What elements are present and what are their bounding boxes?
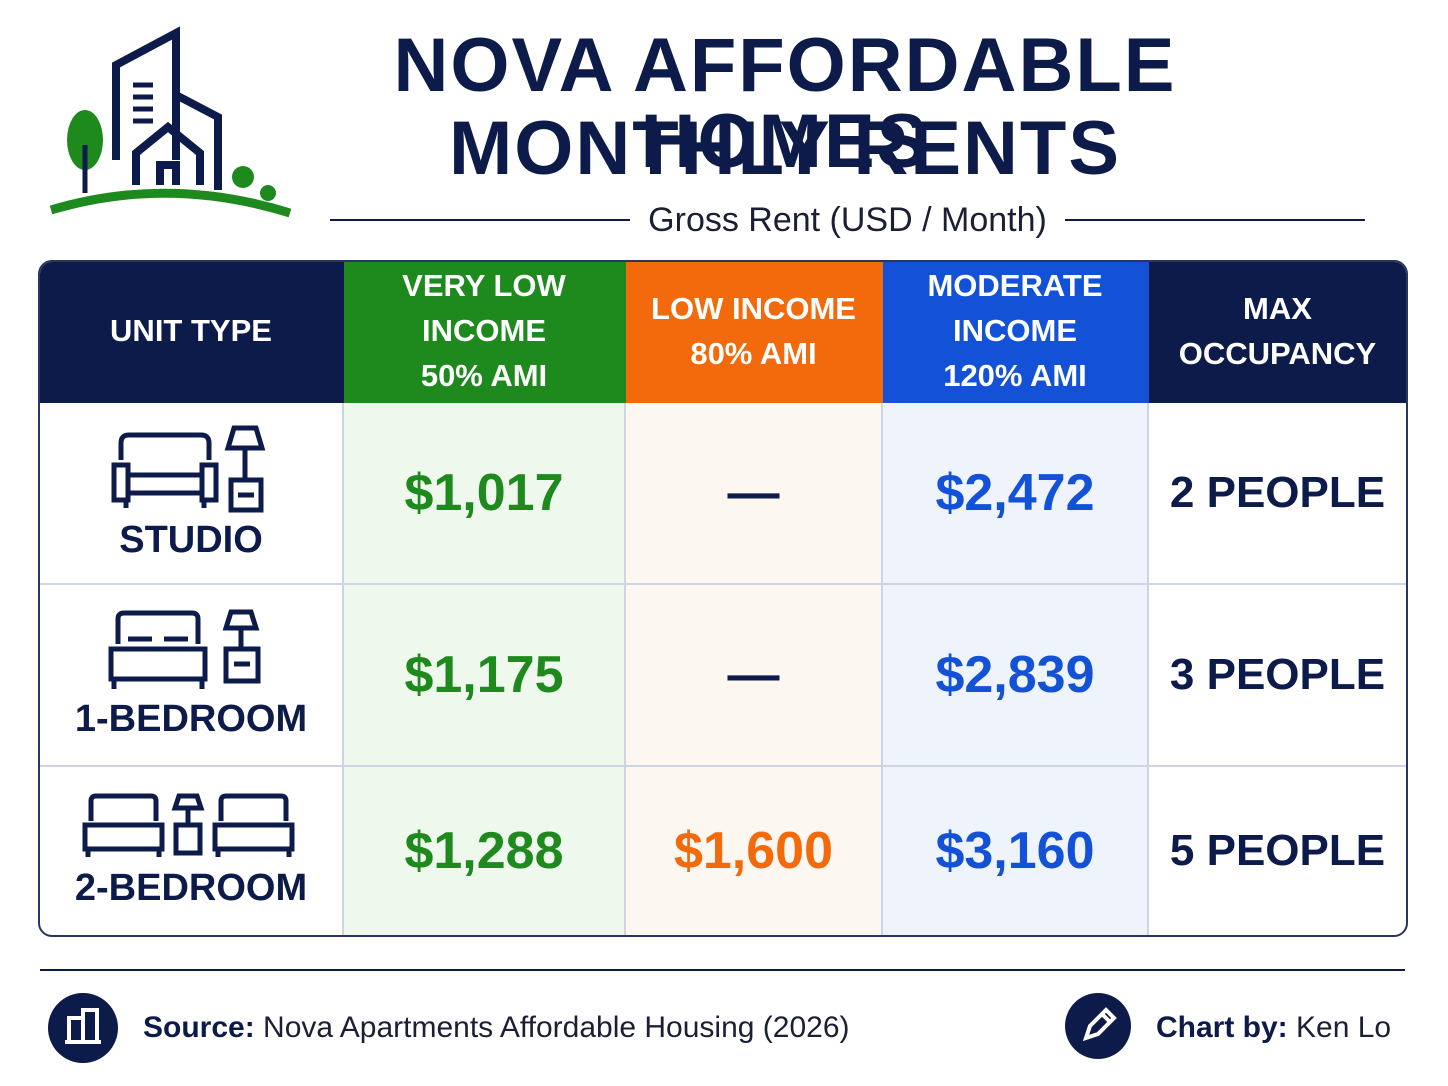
- logo-tree: [67, 110, 103, 170]
- header-label: VERY LOW INCOME: [402, 268, 566, 349]
- value-cell: $1,600: [626, 767, 883, 935]
- logo-hill: [49, 188, 292, 218]
- value-cell: $1,175: [344, 585, 626, 767]
- subtitle: Gross Rent (USD / Month): [648, 200, 1047, 239]
- occupancy: 2 PEOPLE: [1169, 468, 1386, 517]
- header-label: MODERATE INCOME: [927, 268, 1103, 349]
- bedroom-icon: [108, 609, 261, 689]
- credit-label: Chart by:: [1156, 1011, 1288, 1044]
- two-bedroom-icon: [82, 793, 295, 857]
- header-label: LOW INCOME: [651, 290, 856, 326]
- occupancy: 5 PEOPLE: [1169, 826, 1386, 875]
- rule: [330, 219, 631, 221]
- rent-value: $2,839: [935, 646, 1095, 704]
- logo-bush: [232, 166, 254, 188]
- value-cell: —: [626, 585, 883, 767]
- source-label: Source:: [143, 1011, 255, 1044]
- studio-icon: [111, 425, 266, 512]
- source: Source: Nova Apartments Affordable Housi…: [143, 1008, 850, 1048]
- rent-table: UNIT TYPE VERY LOW INCOME 50% AMI LOW INC…: [38, 260, 1408, 937]
- rent-value: $2,472: [935, 464, 1095, 522]
- unit-label: 1-BEDROOM: [74, 698, 308, 740]
- value-cell: $2,839: [883, 585, 1149, 767]
- value-cell: $3,160: [883, 767, 1149, 935]
- value-cell: 3 PEOPLE: [1149, 585, 1406, 767]
- header-sublabel: 120% AMI: [943, 357, 1087, 393]
- logo-bush: [260, 185, 276, 201]
- rent-value: $1,600: [673, 822, 834, 880]
- unit-cell: 2-BEDROOM: [40, 767, 344, 935]
- unit-cell: STUDIO: [40, 403, 344, 585]
- rent-value: $1,017: [404, 464, 564, 522]
- header-cell: LOW INCOME 80% AMI: [626, 262, 883, 403]
- header-label: MAX OCCUPANCY: [1178, 290, 1377, 371]
- rent-value: $1,175: [404, 646, 564, 704]
- rent-value: —: [727, 464, 780, 522]
- footer-rule: [40, 969, 1405, 971]
- header-cell: MODERATE INCOME 120% AMI: [883, 262, 1149, 403]
- unit-label: STUDIO: [119, 518, 263, 561]
- rent-value: $3,160: [935, 822, 1095, 880]
- header-label: UNIT TYPE: [110, 313, 272, 349]
- source-text: Nova Apartments Affordable Housing (2026…: [263, 1011, 850, 1044]
- rent-value: $1,288: [404, 822, 564, 880]
- value-cell: 5 PEOPLE: [1149, 767, 1406, 935]
- header-cell: MAX OCCUPANCY: [1149, 262, 1406, 403]
- value-cell: —: [626, 403, 883, 585]
- source-icon: [48, 993, 118, 1063]
- logo: [49, 26, 292, 218]
- credit-icon: [1065, 993, 1131, 1059]
- header-cell: UNIT TYPE: [40, 262, 344, 403]
- rent-value: —: [727, 646, 780, 704]
- value-cell: 2 PEOPLE: [1149, 403, 1406, 585]
- title: MONTHLY RENTS: [448, 106, 1122, 191]
- unit-cell: 1-BEDROOM: [40, 585, 344, 767]
- logo-house: [132, 121, 204, 185]
- rule: [1064, 219, 1365, 221]
- credit-name: Ken Lo: [1296, 1011, 1392, 1044]
- title: NOVA AFFORDABLE HOMES: [393, 23, 1177, 184]
- subtitle-row: Gross Rent (USD / Month): [330, 198, 1365, 242]
- header-sublabel: 50% AMI: [420, 357, 548, 393]
- logo-windows: [133, 82, 153, 124]
- occupancy: 3 PEOPLE: [1169, 650, 1386, 699]
- credit: Chart by: Ken Lo: [1156, 1008, 1391, 1048]
- header-sublabel: 80% AMI: [690, 335, 817, 371]
- value-cell: $1,288: [344, 767, 626, 935]
- value-cell: $2,472: [883, 403, 1149, 585]
- value-cell: $1,017: [344, 403, 626, 585]
- logo-towers: [112, 26, 222, 190]
- unit-label: 2-BEDROOM: [74, 866, 308, 909]
- header-cell: VERY LOW INCOME 50% AMI: [344, 262, 626, 403]
